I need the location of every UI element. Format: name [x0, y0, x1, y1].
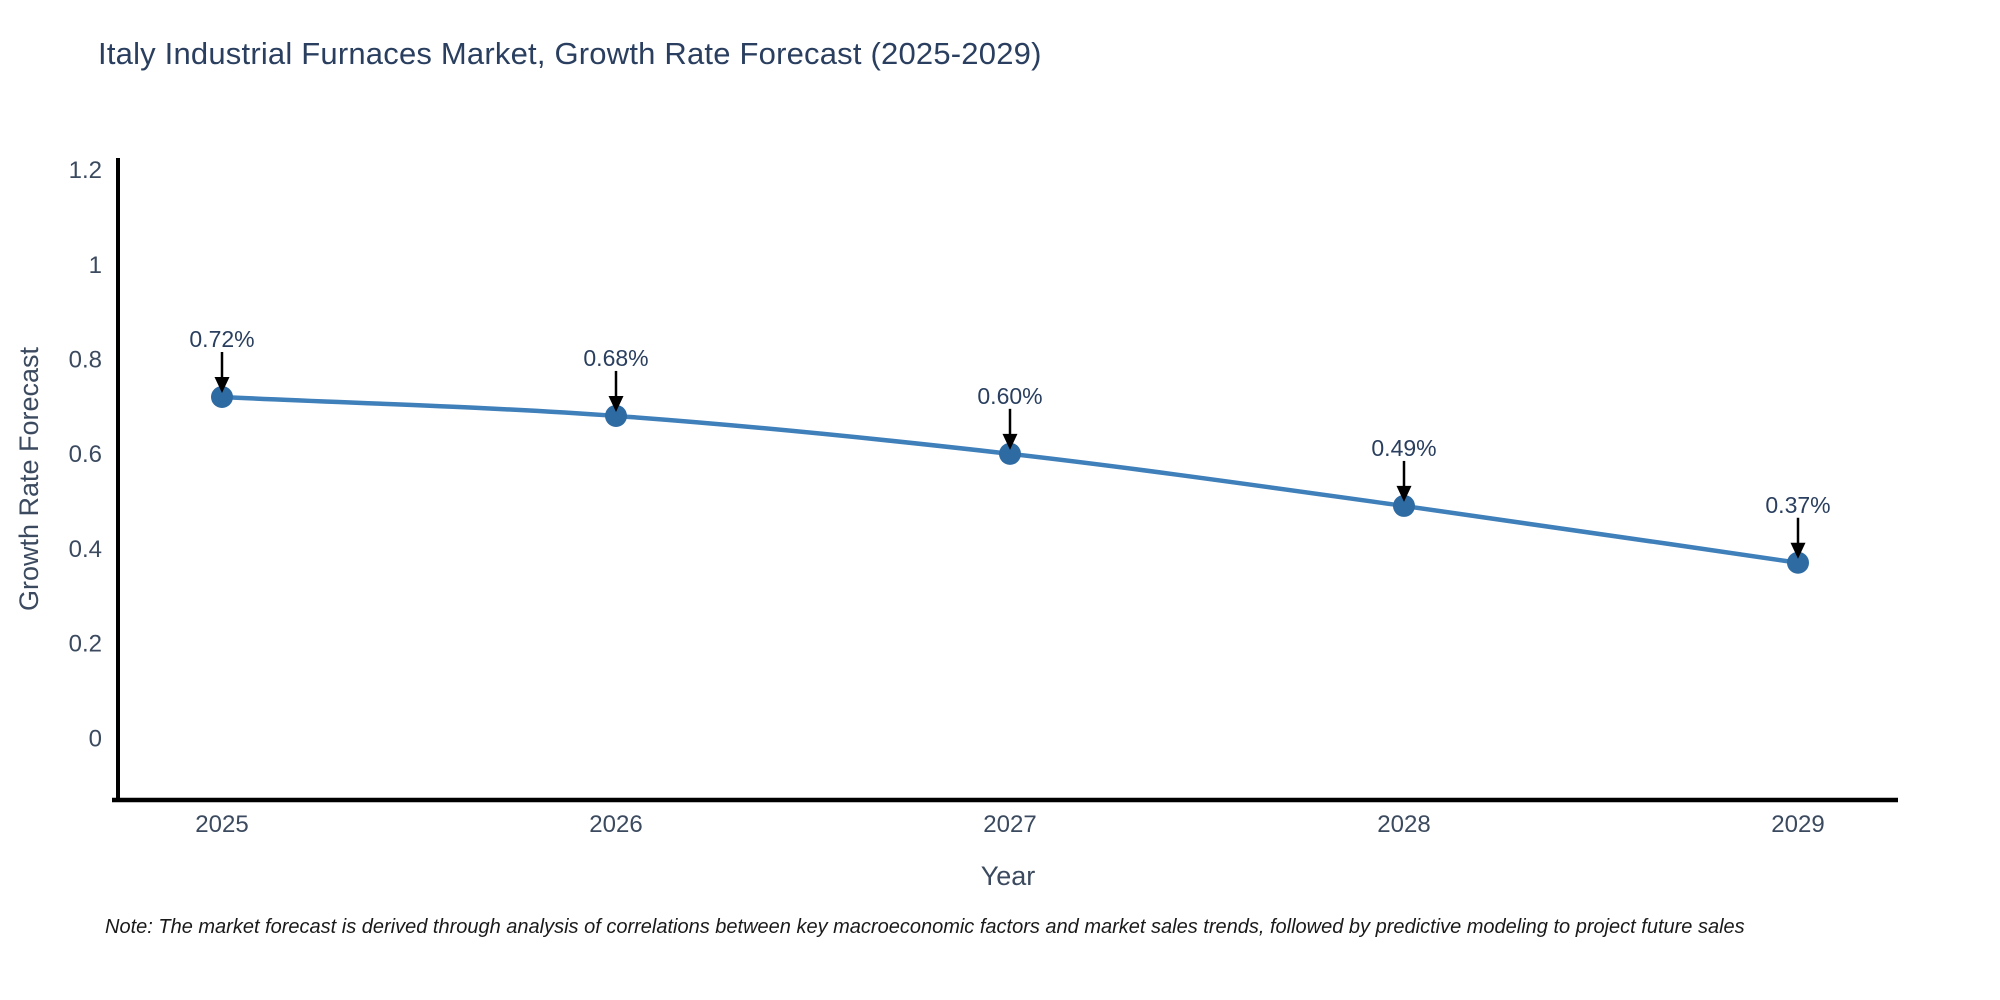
- annotation-arrow-head: [1790, 542, 1806, 559]
- data-point-label: 0.60%: [977, 383, 1042, 409]
- data-point-marker: [999, 442, 1021, 465]
- y-tick-label: 0.8: [69, 347, 102, 374]
- annotation-arrow-head: [214, 377, 230, 394]
- data-point-marker: [211, 386, 233, 409]
- data-point-marker: [1393, 494, 1415, 517]
- x-tick-label: 2028: [1377, 811, 1430, 838]
- y-tick-label: 0: [89, 725, 102, 752]
- y-tick-label: 1.2: [69, 157, 102, 184]
- y-axis-title: Growth Rate Forecast: [14, 346, 44, 611]
- footnote: Note: The market forecast is derived thr…: [105, 916, 1745, 938]
- x-axis-title: Year: [981, 861, 1036, 891]
- data-point-marker: [605, 404, 627, 427]
- y-tick-label: 0.6: [69, 441, 102, 468]
- data-point-label: 0.68%: [583, 345, 648, 371]
- data-point-label: 0.49%: [1371, 435, 1436, 461]
- annotation-arrow-head: [1002, 433, 1018, 450]
- x-tick-label: 2029: [1771, 811, 1824, 838]
- y-tick-label: 0.4: [69, 536, 102, 563]
- annotation-arrow-head: [608, 395, 624, 412]
- chart-title: Italy Industrial Furnaces Market, Growth…: [98, 36, 1042, 71]
- x-tick-label: 2027: [983, 811, 1036, 838]
- y-tick-label: 1: [89, 252, 102, 279]
- annotation-arrow-head: [1396, 485, 1412, 502]
- data-point-label: 0.72%: [189, 326, 254, 352]
- x-tick-label: 2026: [589, 811, 642, 838]
- x-tick-label: 2025: [195, 811, 248, 838]
- data-point-label: 0.37%: [1765, 492, 1830, 518]
- data-point-marker: [1787, 551, 1809, 574]
- line-chart: 0 0.2 0.4 0.6 0.8 1 1.2 2025 2026 2027 2028 2029 Yea…: [14, 157, 1898, 891]
- y-tick-label: 0.2: [69, 631, 102, 658]
